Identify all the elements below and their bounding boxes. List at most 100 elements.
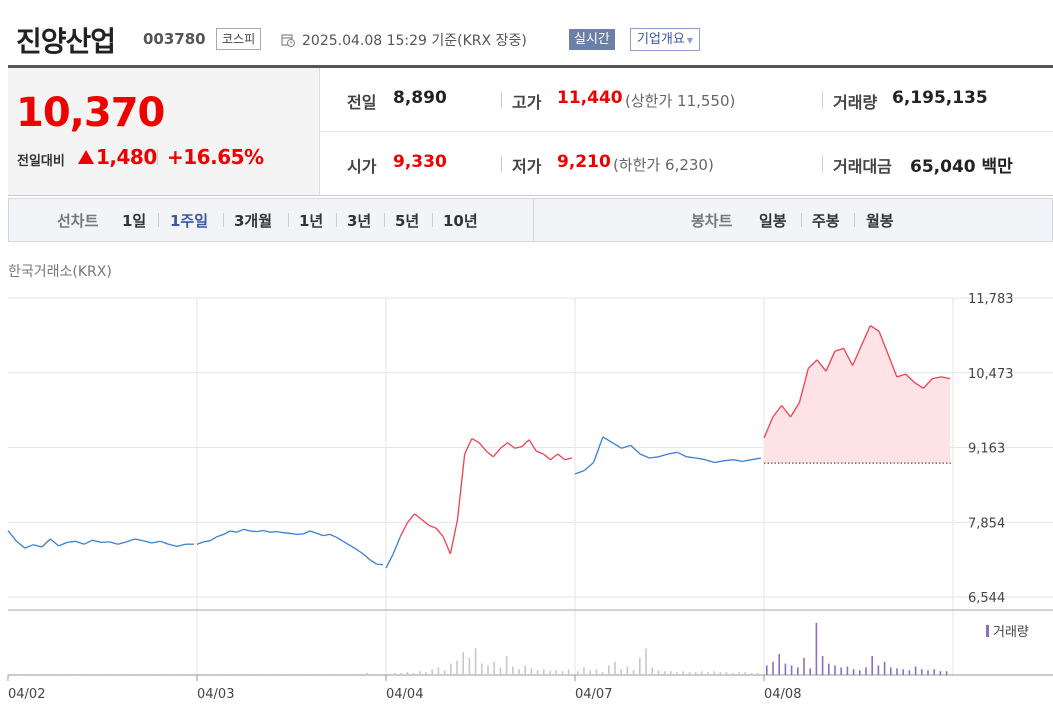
volume-bar (518, 669, 520, 675)
volume-bar (865, 667, 867, 675)
volume-bar (443, 670, 446, 676)
chevron-down-icon: ▼ (686, 36, 693, 45)
x-tick-label: 04/07 (575, 687, 612, 702)
volume-bar (474, 648, 477, 675)
low-value: 9,210 (557, 152, 611, 172)
company-info-label: 기업개요 (637, 32, 685, 47)
volume-bar (725, 672, 728, 675)
volume-bar (171, 674, 173, 675)
price-line-segment (485, 450, 494, 458)
price-line-segment (772, 405, 783, 418)
amount-label: 거래대금 (833, 157, 892, 176)
high-label: 고가 (512, 93, 542, 112)
price-line-segment (528, 439, 537, 452)
price-line-segment (168, 543, 178, 548)
price-line-segment (464, 438, 473, 455)
period-10y[interactable]: 10년 (443, 212, 478, 230)
period-1w[interactable]: 1주일 (170, 212, 209, 230)
candle-daily[interactable]: 일봉 (759, 212, 787, 230)
price-line-segment (176, 543, 186, 548)
volume-bar (549, 671, 551, 675)
volume-bar (945, 671, 948, 675)
volume-bar (809, 668, 811, 675)
lower-limit: (하한가 6,230) (613, 156, 714, 174)
volume-legend-swatch (986, 625, 989, 637)
price-line-segment (303, 530, 311, 535)
price-line-segment (500, 442, 509, 449)
price-line-segment (878, 331, 889, 355)
volume-bar (242, 674, 244, 675)
quote-timestamp: 2025.04.08 15:29 기준(KRX 장중) (302, 33, 527, 49)
volume-bar (481, 663, 483, 675)
volume-bar (744, 672, 746, 675)
volume-bar (834, 665, 836, 675)
volume-bar (908, 670, 911, 676)
period-3y[interactable]: 3년 (347, 212, 372, 230)
open-label: 시가 (347, 157, 377, 176)
divider (533, 198, 534, 242)
volume-bar (388, 674, 390, 675)
volume-bar (577, 671, 579, 675)
volume-bar (22, 674, 24, 675)
volume-bar (902, 669, 904, 675)
candle-weekly[interactable]: 주봉 (812, 212, 840, 230)
volume-bar (261, 674, 263, 675)
price-line-segment (399, 522, 409, 537)
volume-bar (456, 660, 458, 676)
price-line-segment (492, 447, 501, 458)
volume-bar (217, 674, 220, 675)
y-tick-label: 7,854 (968, 516, 1005, 531)
volume-bar (65, 674, 68, 675)
price-line-segment (732, 459, 743, 463)
period-1y[interactable]: 1년 (299, 212, 324, 230)
volume-bar (285, 674, 288, 675)
volume-bar (146, 674, 148, 675)
price-line-segment (369, 559, 377, 565)
prev-close-label: 전일 (347, 93, 377, 112)
price-line-segment (478, 442, 487, 452)
volume-bar (236, 674, 238, 675)
price-line-segment (376, 563, 384, 566)
price-line-segment (392, 536, 401, 555)
volume-bar (211, 674, 213, 675)
period-3m[interactable]: 3개월 (234, 212, 273, 230)
price-line-segment (7, 530, 18, 542)
volume-bar (335, 674, 337, 675)
volume-bar (682, 671, 684, 675)
price-line-segment (914, 382, 924, 389)
volume-bar (651, 667, 653, 675)
x-tick-label: 04/08 (764, 687, 801, 702)
volume-bar (34, 674, 37, 675)
volume-bar (230, 674, 232, 675)
volume-bar (462, 652, 464, 675)
volume-bar (304, 674, 306, 675)
price-chart[interactable]: 11,783 10,473 9,163 7,854 6,544 04/02 04/03 04… (0, 280, 1053, 708)
price-line-segment (256, 529, 264, 533)
volume-bar (852, 669, 855, 675)
price-line-segment (514, 445, 523, 449)
period-5y[interactable]: 5년 (395, 212, 420, 230)
price-line-segment (843, 348, 854, 366)
volume-bar (59, 674, 62, 675)
volume-bar (639, 657, 641, 675)
divider (501, 92, 502, 108)
volume-bar (487, 665, 489, 675)
price-line-segment (456, 453, 466, 520)
volume-value: 6,195,135 (892, 88, 988, 108)
x-tick-label: 04/04 (386, 687, 423, 702)
volume-bar (366, 673, 368, 675)
price-line-segment (435, 527, 444, 538)
volume-bar (279, 674, 282, 675)
candle-monthly[interactable]: 월봉 (866, 212, 894, 230)
volume-bar (468, 657, 471, 675)
price-line-segment (329, 533, 337, 538)
price-line-segment (385, 553, 394, 569)
volume-bar (437, 667, 440, 675)
price-line-segment (940, 376, 951, 380)
volume-bar (47, 674, 49, 675)
company-info-button[interactable]: 기업개요 ▼ (630, 28, 700, 51)
volume-bar (738, 672, 740, 675)
volume-bar (78, 674, 80, 675)
period-1d[interactable]: 1일 (122, 212, 147, 230)
volume-bar (499, 667, 502, 675)
